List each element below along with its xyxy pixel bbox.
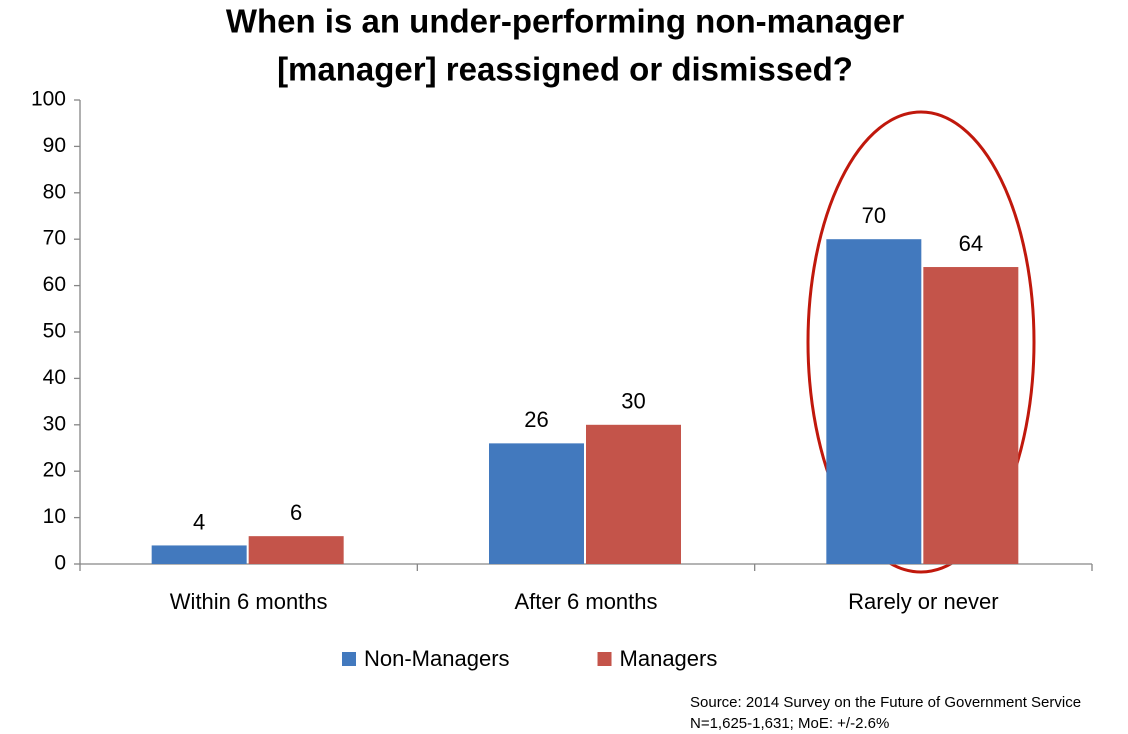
y-tick-label: 90 — [43, 134, 66, 157]
y-tick-label: 10 — [43, 505, 66, 528]
y-tick-label: 0 — [54, 552, 66, 575]
data-label: 6 — [290, 500, 302, 525]
source-note: Source: 2014 Survey on the Future of Gov… — [690, 694, 1081, 711]
y-tick-label: 80 — [43, 180, 66, 203]
y-tick-label: 40 — [43, 366, 66, 389]
data-label: 64 — [959, 231, 983, 256]
chart-title: When is an under-performing non-manager — [226, 3, 905, 40]
y-tick-label: 60 — [43, 273, 66, 296]
source-note: N=1,625-1,631; MoE: +/-2.6% — [690, 715, 889, 732]
y-tick-label: 20 — [43, 459, 66, 482]
legend-swatch — [597, 652, 612, 666]
data-label: 4 — [193, 509, 205, 534]
bar — [248, 536, 344, 564]
y-tick-label: 30 — [43, 412, 66, 435]
bar — [151, 545, 247, 564]
data-label: 26 — [524, 407, 548, 432]
y-tick-label: 70 — [43, 227, 66, 250]
legend-label: Non-Managers — [364, 646, 510, 671]
legend-swatch — [342, 652, 356, 666]
data-label: 70 — [862, 203, 886, 228]
bar — [489, 443, 584, 564]
legend-label: Managers — [620, 646, 718, 671]
highlight-ellipse — [806, 110, 1036, 574]
bar — [826, 239, 922, 564]
bar — [586, 424, 681, 564]
y-tick-label: 100 — [31, 88, 66, 111]
x-tick-label: After 6 months — [514, 589, 657, 614]
chart-title: [manager] reassigned or dismissed? — [277, 51, 853, 88]
y-tick-label: 50 — [43, 320, 66, 343]
x-tick-label: Rarely or never — [848, 589, 998, 614]
data-label: 30 — [621, 389, 645, 414]
x-tick-label: Within 6 months — [170, 589, 328, 614]
bar — [923, 267, 1019, 564]
